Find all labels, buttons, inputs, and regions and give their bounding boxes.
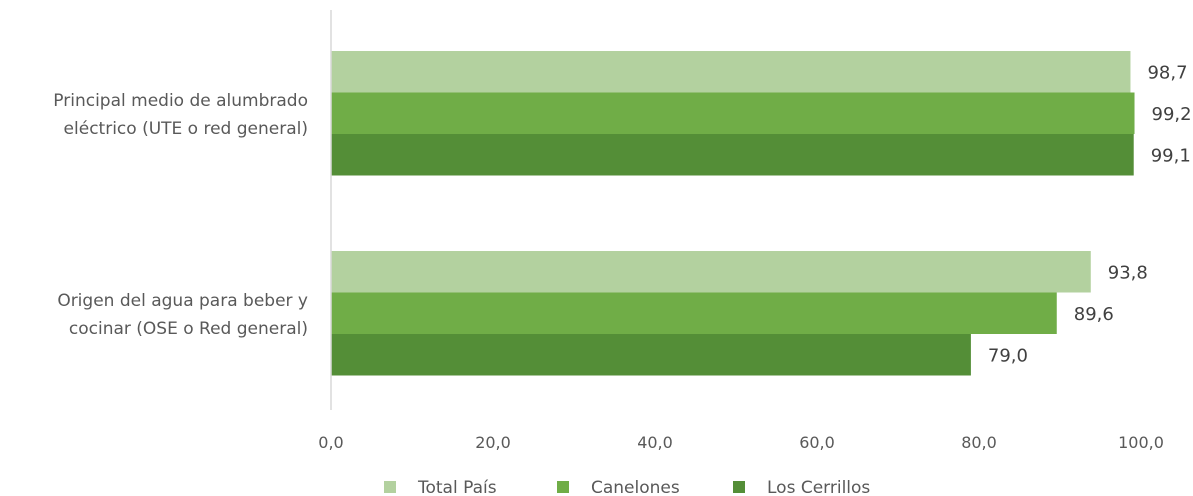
x-tick-label: 20,0 xyxy=(475,433,511,452)
bar xyxy=(331,292,1057,334)
x-tick-label: 100,0 xyxy=(1118,433,1164,452)
x-tick-labels-group: 0,0 20,0 40,0 60,0 80,0 100,0 xyxy=(318,433,1164,452)
x-tick-label: 0,0 xyxy=(318,433,343,452)
legend-label: Canelones xyxy=(591,478,680,496)
category-label: Principal medio de alumbrado xyxy=(53,91,308,111)
data-label: 99,1 xyxy=(1151,145,1191,166)
category-label: Origen del agua para beber y xyxy=(57,291,308,311)
bars-group xyxy=(331,51,1135,376)
legend-label: Total País xyxy=(417,478,497,496)
category-label: cocinar (OSE o Red general) xyxy=(69,319,308,339)
data-label: 79,0 xyxy=(988,345,1028,366)
bar xyxy=(331,51,1131,93)
legend-swatch xyxy=(733,481,745,493)
x-tick-label: 60,0 xyxy=(799,433,835,452)
bar xyxy=(331,251,1091,293)
data-label: 99,2 xyxy=(1152,104,1192,125)
legend: Total País Canelones Los Cerrillos xyxy=(384,478,870,496)
x-tick-label: 40,0 xyxy=(637,433,673,452)
category-label: eléctrico (UTE o red general) xyxy=(64,119,308,139)
legend-label: Los Cerrillos xyxy=(767,478,870,496)
x-tick-label: 80,0 xyxy=(961,433,997,452)
legend-swatch xyxy=(557,481,569,493)
legend-swatch xyxy=(384,481,396,493)
data-label: 89,6 xyxy=(1074,304,1114,325)
bar xyxy=(331,92,1135,134)
category-labels-group: Principal medio de alumbrado eléctrico (U… xyxy=(53,91,308,339)
data-label: 93,8 xyxy=(1108,262,1148,283)
data-label: 98,7 xyxy=(1147,62,1187,83)
bar xyxy=(331,134,1134,176)
bar xyxy=(331,334,971,376)
data-labels-group: 98,7 99,2 99,1 93,8 89,6 79,0 xyxy=(988,62,1192,366)
